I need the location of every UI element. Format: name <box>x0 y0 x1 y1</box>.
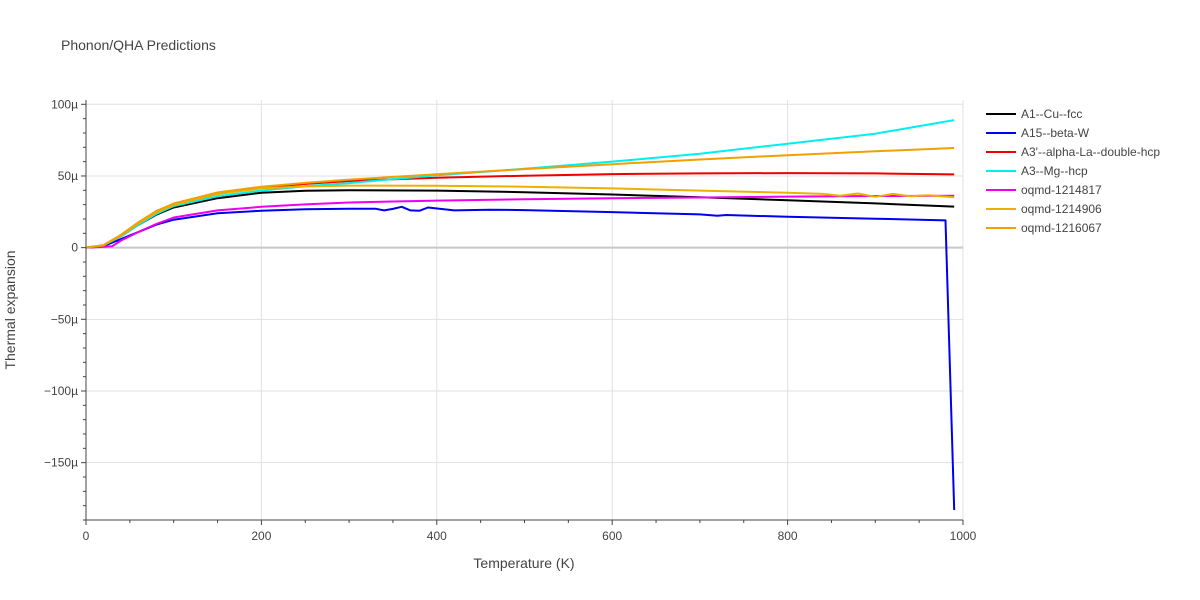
y-tick-label: −150µ <box>44 456 78 470</box>
series-line-6 <box>85 184 955 249</box>
legend-label: oqmd-1214906 <box>1021 202 1102 216</box>
legend: A1--Cu--fcc A15--beta-W A3'--alpha-La--dou… <box>986 107 1160 235</box>
x-axis: 0 200 400 600 800 1000 <box>83 520 977 543</box>
grid <box>86 100 964 520</box>
y-axis-title: Thermal expansion <box>2 250 18 369</box>
series-line-5 <box>85 194 955 249</box>
legend-label: A3--Mg--hcp <box>1021 164 1088 178</box>
x-axis-title: Temperature (K) <box>473 555 574 571</box>
series-line-7 <box>85 147 955 249</box>
y-tick-label: −50µ <box>51 312 78 326</box>
y-tick-label: 50µ <box>58 169 78 183</box>
legend-label: oqmd-1214817 <box>1021 183 1102 197</box>
y-tick-label: 100µ <box>51 97 78 111</box>
chart-title: Phonon/QHA Predictions <box>61 37 216 53</box>
x-tick-label: 600 <box>602 529 622 543</box>
legend-label: A15--beta-W <box>1021 126 1090 140</box>
x-tick-label: 1000 <box>950 529 977 543</box>
legend-label: oqmd-1216067 <box>1021 221 1102 235</box>
legend-label: A3'--alpha-La--double-hcp <box>1021 145 1160 159</box>
x-tick-label: 200 <box>251 529 271 543</box>
plot-area <box>85 119 956 511</box>
legend-label: A1--Cu--fcc <box>1021 107 1082 121</box>
x-tick-label: 0 <box>83 529 90 543</box>
x-tick-label: 800 <box>778 529 798 543</box>
series-line-2 <box>85 205 956 511</box>
y-tick-label: 0 <box>71 241 78 255</box>
x-tick-label: 400 <box>427 529 447 543</box>
y-axis: −150µ −100µ −50µ 0 50µ 100µ <box>44 97 86 521</box>
y-tick-label: −100µ <box>44 384 78 398</box>
